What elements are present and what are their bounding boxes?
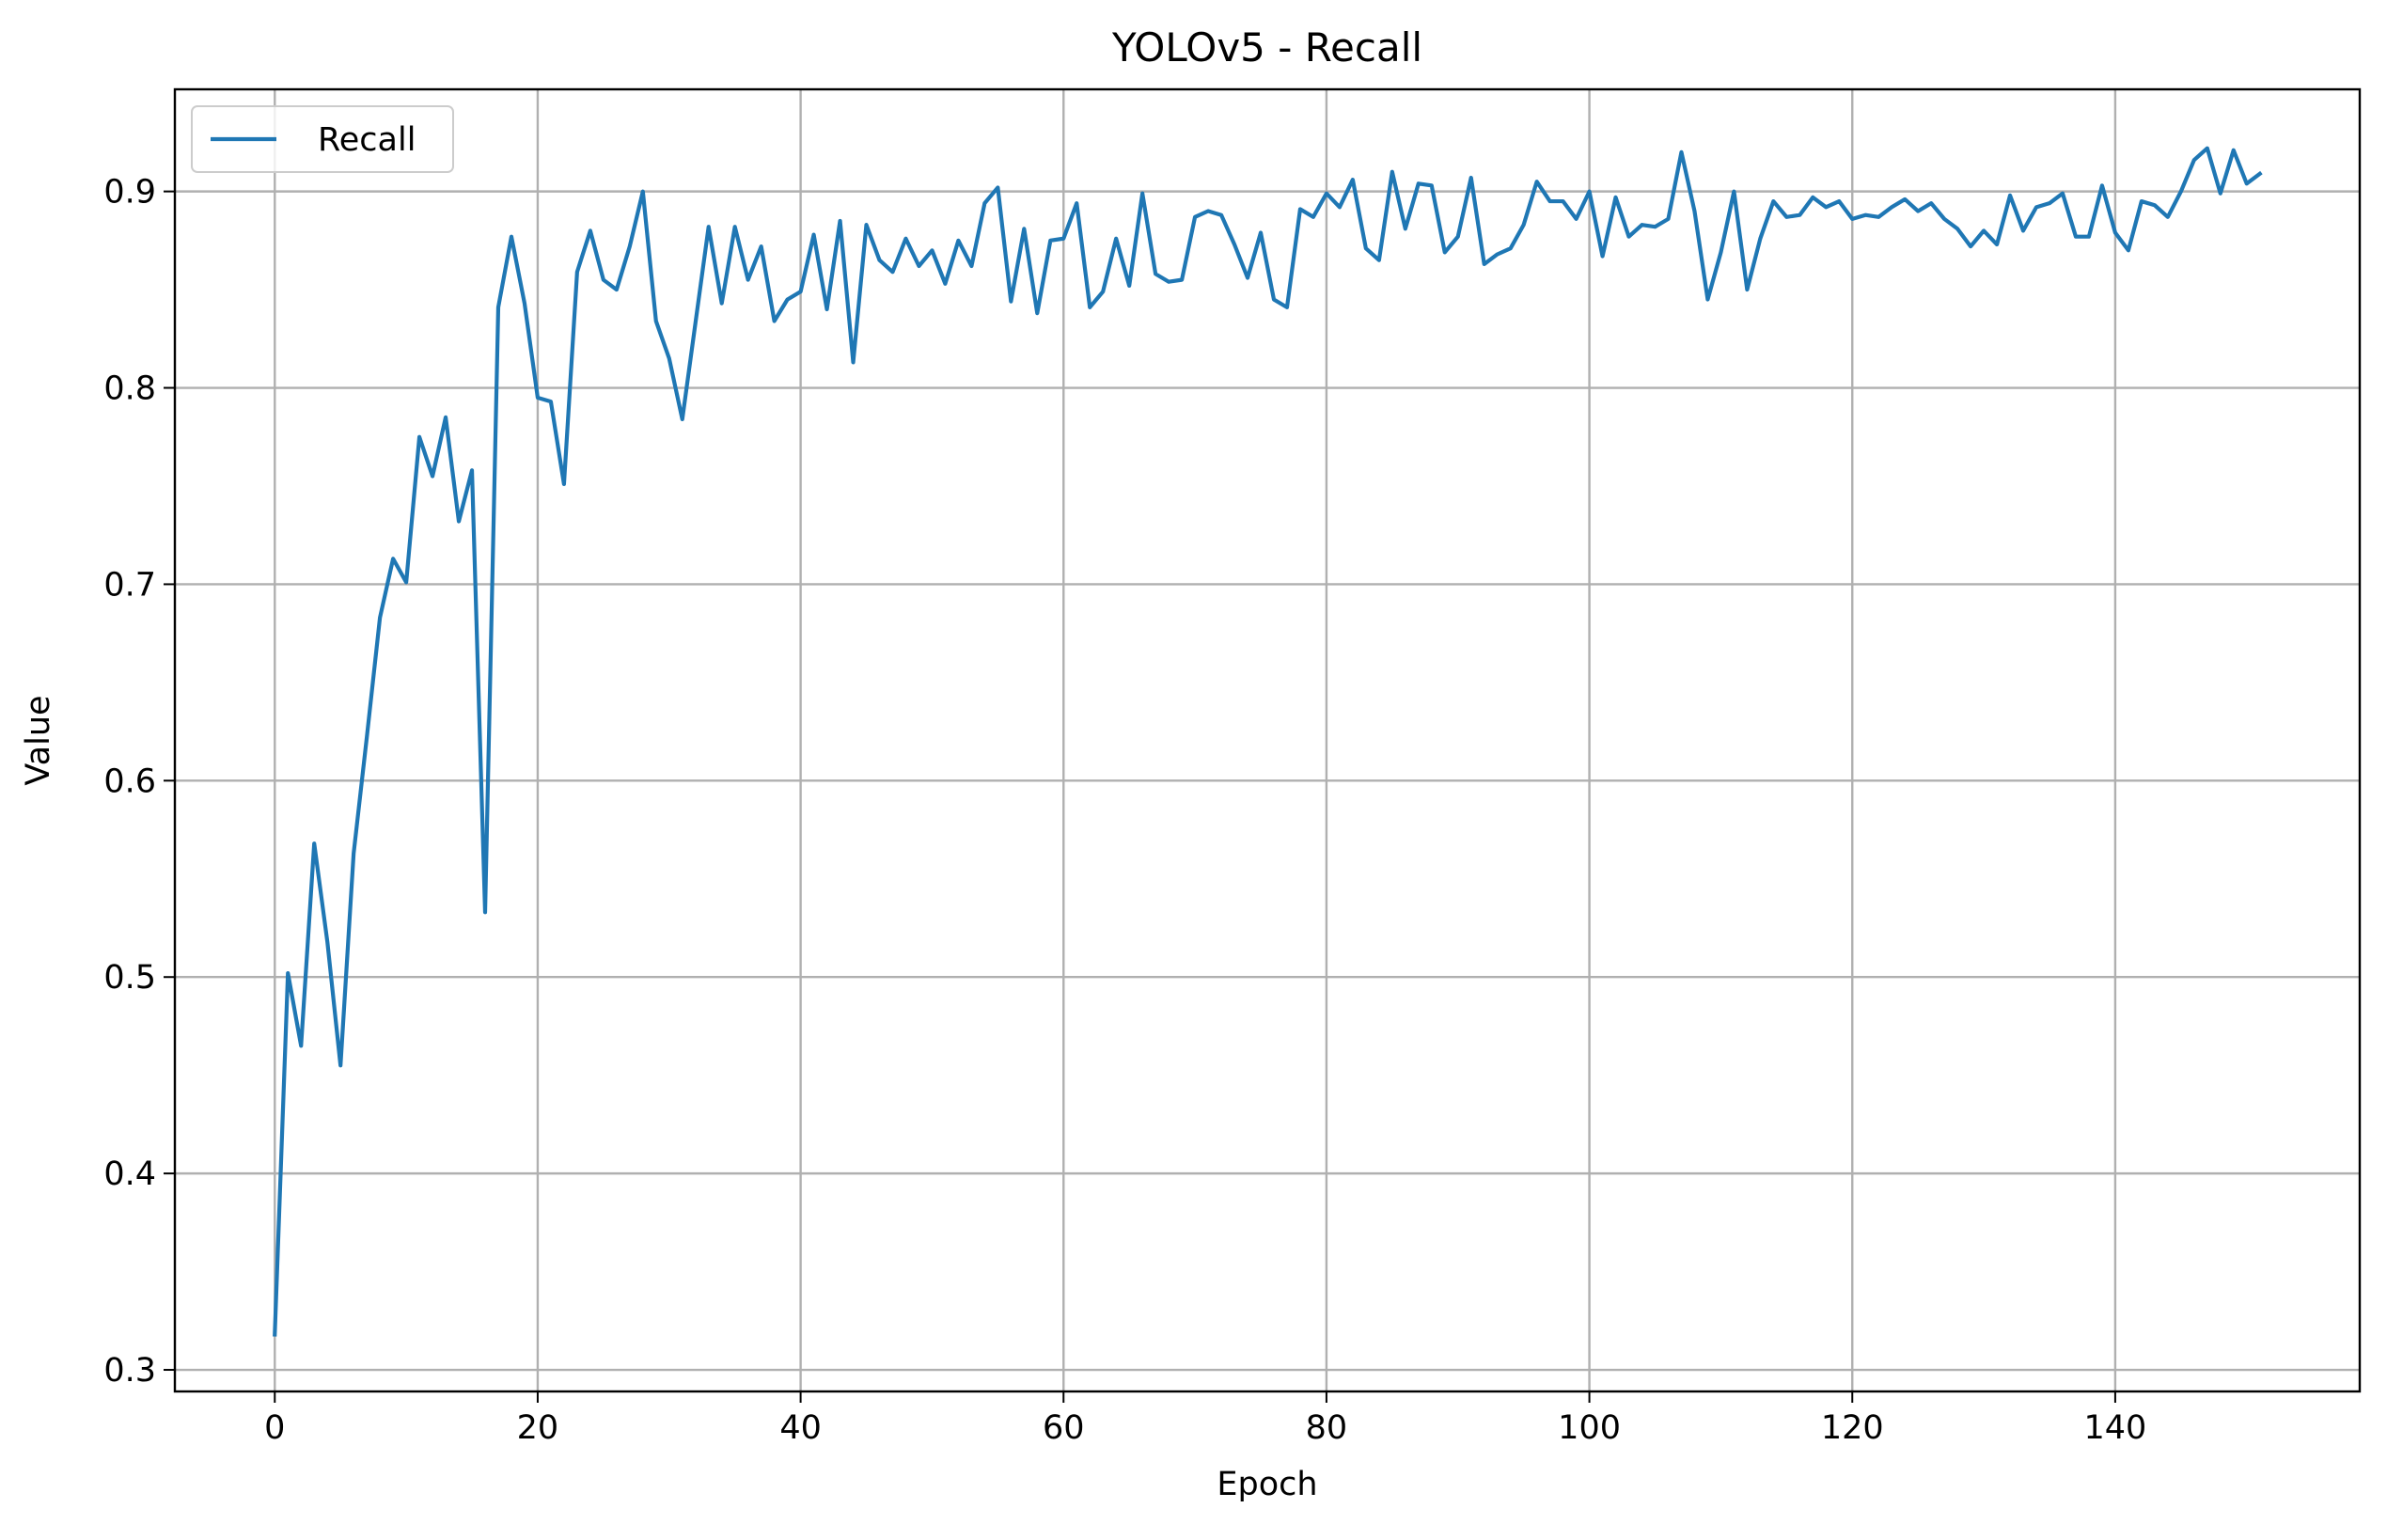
x-tick-label: 60 [1043, 1409, 1085, 1447]
y-tick-label: 0.3 [103, 1352, 156, 1390]
y-tick-label: 0.6 [103, 762, 156, 800]
grid-lines [175, 89, 2360, 1391]
y-tick-label: 0.7 [103, 566, 156, 604]
x-tick-label: 40 [779, 1409, 822, 1447]
x-tick-label: 100 [1558, 1409, 1621, 1447]
x-tick-label: 0 [264, 1409, 285, 1447]
legend-label-recall: Recall [318, 121, 416, 159]
series-layer [273, 146, 2263, 1337]
y-tick-label: 0.8 [103, 370, 156, 408]
y-tick-label: 0.5 [103, 959, 156, 997]
legend: Recall [191, 105, 454, 173]
y-tick-label: 0.4 [103, 1155, 156, 1193]
legend-box [191, 105, 454, 173]
y-axis-label: Value [20, 695, 57, 785]
x-tick-label: 140 [2084, 1409, 2147, 1447]
x-axis-label: Epoch [1217, 1466, 1317, 1503]
axis-ticks: 0 20 40 60 80 100 120 140 0.3 0.4 0.5 0.6 0.7 0.8 0.9 [103, 174, 2146, 1447]
x-tick-label: 20 [517, 1409, 559, 1447]
chart-title: YOLOv5 - Recall [1111, 24, 1422, 71]
x-tick-label: 120 [1821, 1409, 1884, 1447]
plot-frame [173, 87, 2362, 1393]
x-tick-label: 80 [1306, 1409, 1348, 1447]
series-line-recall [273, 146, 2263, 1337]
y-tick-label: 0.9 [103, 174, 156, 212]
